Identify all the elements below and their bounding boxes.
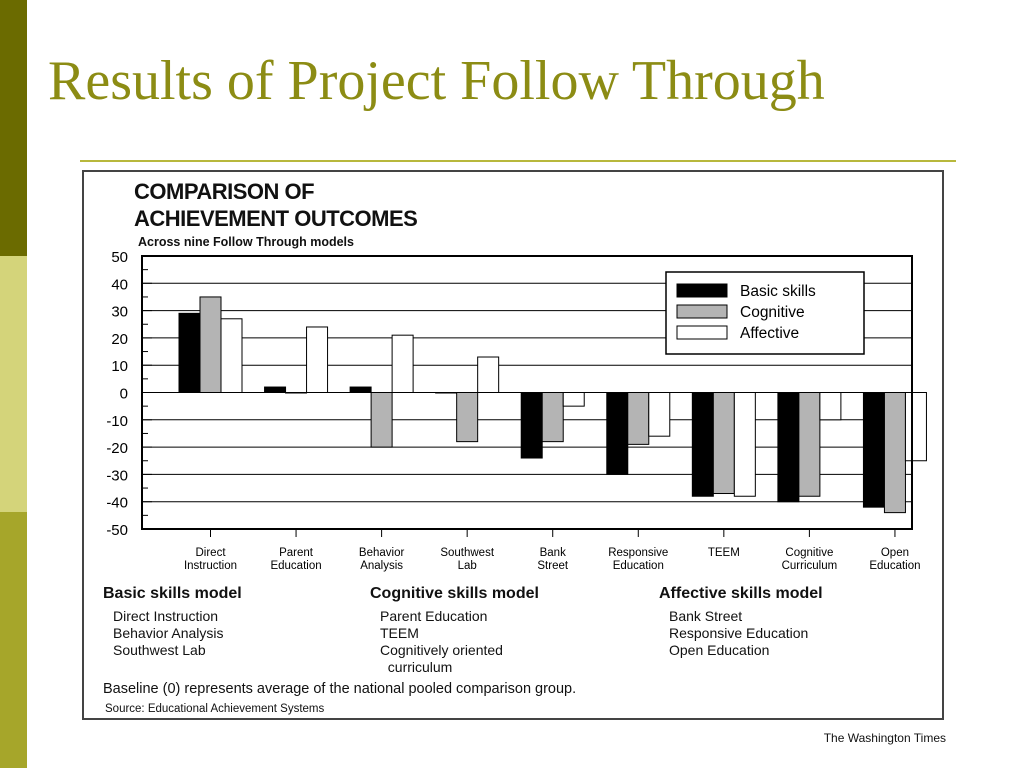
bar-basic-skills [178, 312, 201, 393]
y-tick-label: -30 [106, 467, 128, 484]
model-list-item: Bank Street [669, 608, 743, 624]
x-tick-label: Lab [458, 560, 477, 572]
chart-heading-line-1: COMPARISON OF [134, 179, 315, 204]
slide-title: Results of Project Follow Through [48, 50, 825, 112]
x-tick-label: Street [537, 560, 568, 572]
y-tick-label: -50 [106, 522, 128, 539]
bar-basic-skills [606, 392, 629, 475]
x-tick-label: Parent [279, 547, 314, 559]
x-tick-label: Curriculum [782, 560, 838, 572]
x-tick-label: TEEM [708, 547, 740, 559]
bar-cognitive [883, 392, 906, 514]
bar-basic-skills [691, 392, 714, 497]
legend-swatch-basic-skills [676, 283, 728, 298]
bar-basic-skills [264, 386, 287, 394]
bar-affective [477, 356, 500, 394]
bar-basic-skills [349, 386, 372, 394]
bar-cognitive [456, 392, 479, 443]
affective-skills-model-list: Affective skills model Bank Street Respo… [659, 585, 823, 659]
legend-label-basic-skills: Basic skills [740, 283, 816, 300]
bar-cognitive [199, 296, 222, 394]
bar-basic-skills [777, 392, 800, 503]
cognitive-skills-model-heading: Cognitive skills model [370, 585, 539, 602]
bar-cognitive [285, 392, 308, 394]
y-tick-label: 50 [111, 249, 128, 266]
x-tick-label: Southwest [440, 547, 495, 559]
chart-heading: COMPARISON OF ACHIEVEMENT OUTCOMES [134, 178, 418, 232]
bar-cognitive [798, 392, 821, 497]
model-list-item: Responsive Education [669, 625, 809, 641]
x-tick-label: Education [270, 560, 321, 572]
bar-affective [904, 392, 927, 462]
bar-affective [819, 392, 842, 421]
sidebar-band-top [0, 0, 27, 256]
basic-skills-model-list: Basic skills model Direct Instruction Be… [103, 585, 242, 659]
legend-swatch-affective [676, 325, 728, 340]
bar-affective [306, 326, 329, 394]
y-tick-label: 0 [120, 386, 128, 403]
chart-subtitle: Across nine Follow Through models [138, 235, 354, 249]
plot-border [141, 255, 913, 530]
x-tick-label: Responsive [608, 547, 668, 559]
x-tick-label: Instruction [184, 560, 237, 572]
x-tick-label: Analysis [360, 560, 403, 572]
bar-affective [733, 392, 756, 497]
x-tick-label: Direct [195, 547, 226, 559]
title-divider [80, 160, 956, 162]
x-tick-label: Education [869, 560, 920, 572]
x-tick-label: Open [881, 547, 909, 559]
y-tick-label: -40 [106, 495, 128, 512]
bar-basic-skills [520, 392, 543, 459]
model-list-item: Cognitively oriented curriculum [380, 642, 503, 675]
y-tick-label: 40 [111, 276, 128, 293]
model-list-item: Open Education [669, 642, 770, 658]
sidebar-band-middle [0, 256, 27, 512]
x-tick-label: Bank [540, 547, 566, 559]
bar-basic-skills [862, 392, 885, 508]
model-list-item: Parent Education [380, 608, 488, 624]
sidebar-band-bottom [0, 512, 27, 768]
chart-heading-line-2: ACHIEVEMENT OUTCOMES [134, 206, 418, 231]
credit-line: The Washington Times [823, 731, 946, 745]
y-tick-label: 10 [111, 358, 128, 375]
legend-label-affective: Affective [740, 325, 799, 342]
baseline-note: Baseline (0) represents average of the n… [103, 681, 577, 697]
affective-skills-model-heading: Affective skills model [659, 585, 823, 602]
bar-affective [648, 392, 671, 437]
y-tick-label: 30 [111, 304, 128, 321]
y-tick-label: -10 [106, 413, 128, 430]
bar-basic-skills [435, 392, 458, 394]
bar-cognitive [627, 392, 650, 445]
legend-label-cognitive: Cognitive [740, 304, 805, 321]
x-tick-label: Behavior [359, 547, 405, 559]
x-tick-label: Education [613, 560, 664, 572]
legend-swatch-cognitive [676, 304, 728, 319]
bar-affective [391, 334, 414, 394]
model-list-item: Behavior Analysis [113, 625, 224, 641]
source-note: Source: Educational Achievement Systems [105, 703, 325, 715]
cognitive-skills-model-list: Cognitive skills model Parent Education … [370, 585, 539, 676]
basic-skills-model-heading: Basic skills model [103, 585, 242, 602]
x-tick-label: Cognitive [785, 547, 833, 559]
bar-cognitive [541, 392, 564, 443]
bar-cognitive [712, 392, 735, 495]
bar-affective [220, 318, 243, 394]
y-tick-label: 20 [111, 331, 128, 348]
bar-affective [562, 392, 585, 407]
model-list-item: Southwest Lab [113, 642, 206, 658]
bar-cognitive [370, 392, 393, 448]
y-tick-label: -20 [106, 440, 128, 457]
model-list-item: Direct Instruction [113, 608, 219, 624]
model-list-item: TEEM [380, 625, 419, 641]
